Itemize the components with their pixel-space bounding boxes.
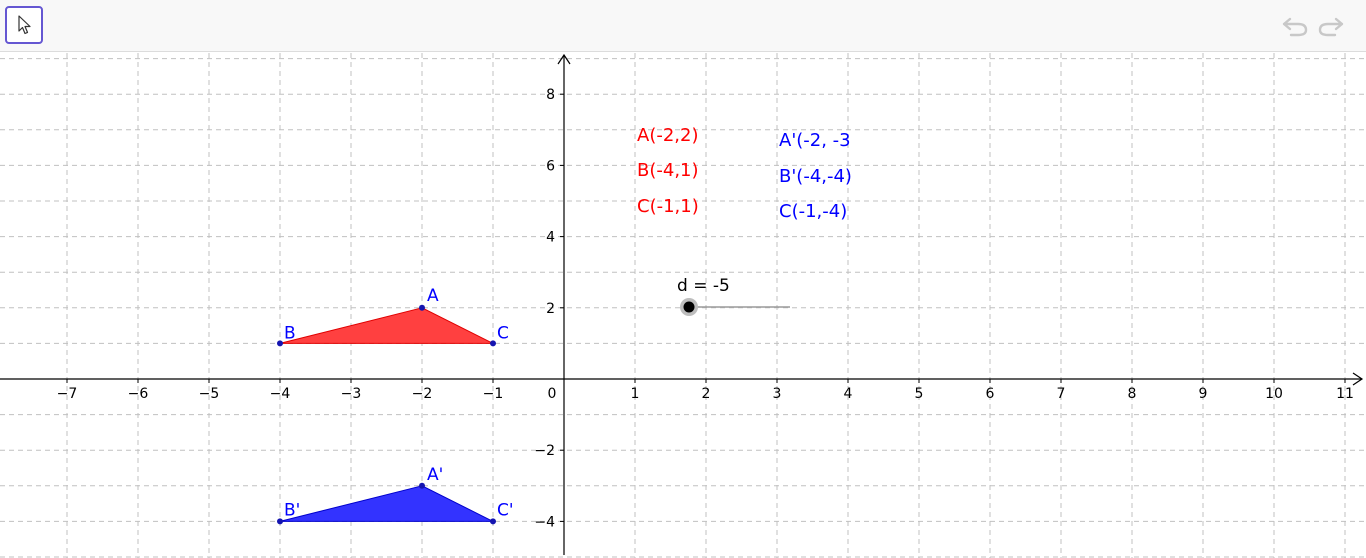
point-b-label: B	[284, 323, 296, 343]
point-c-prime[interactable]	[490, 518, 496, 525]
x-tick-label: 9	[1199, 386, 1208, 402]
axes	[0, 53, 1364, 555]
x-axis-arrow	[1352, 372, 1364, 386]
slider-label: d = -5	[677, 276, 730, 296]
text-a-original[interactable]: A(-2,2)	[637, 125, 698, 146]
move-tool-button[interactable]	[5, 6, 43, 44]
text-a-image[interactable]: A'(-2, -3	[779, 130, 851, 151]
redo-button[interactable]	[1317, 14, 1345, 38]
triangle-abc-image[interactable]	[279, 485, 494, 522]
x-tick-label: −3	[341, 386, 362, 402]
point-c-label: C	[497, 323, 509, 343]
point-b-prime[interactable]	[277, 518, 283, 525]
point-b-prime-label: B'	[284, 500, 300, 520]
x-tick-label: 0	[548, 386, 557, 402]
slider-d: d = -5	[677, 276, 790, 316]
y-tick-label: 4	[546, 230, 555, 246]
x-tick-label: −7	[57, 386, 78, 402]
x-tick-label: 11	[1336, 386, 1354, 402]
point-a-prime[interactable]	[419, 482, 425, 489]
point-c[interactable]	[490, 340, 496, 347]
y-tick-label: 6	[546, 158, 555, 174]
x-tick-label: −1	[483, 386, 504, 402]
redo-icon	[1318, 17, 1344, 37]
y-tick-label: 8	[546, 87, 555, 103]
undo-icon	[1282, 17, 1308, 37]
x-tick-label: −4	[270, 386, 291, 402]
point-c-prime-label: C'	[497, 500, 514, 520]
x-tick-label: 10	[1265, 386, 1283, 402]
slider-handle[interactable]	[683, 301, 695, 313]
x-tick-label: 4	[844, 386, 853, 402]
move-arrow-icon	[18, 15, 31, 35]
point-a-prime-label: A'	[427, 465, 443, 485]
points	[277, 304, 496, 525]
x-tick-label: 5	[915, 386, 924, 402]
tick-labels: −7 −6 −5 −4 −3 −2 −1 0 1 2 3 4 5 6 7 8 9 10 11 2 4 6 8 −2 −4	[57, 87, 1354, 530]
y-tick-label: −2	[534, 443, 555, 459]
text-b-image[interactable]: B'(-4,-4)	[779, 166, 852, 187]
toolbar	[0, 0, 1366, 52]
x-tick-label: 6	[986, 386, 995, 402]
text-b-original[interactable]: B(-4,1)	[637, 160, 699, 181]
x-tick-label: −2	[412, 386, 433, 402]
y-tick-label: −4	[534, 514, 555, 530]
x-tick-label: 8	[1128, 386, 1137, 402]
undo-button[interactable]	[1281, 14, 1309, 38]
x-tick-label: −6	[128, 386, 149, 402]
text-c-original[interactable]: C(-1,1)	[637, 196, 699, 217]
y-tick-label: 2	[546, 301, 555, 317]
text-c-image[interactable]: C(-1,-4)	[779, 201, 847, 222]
point-a-label: A	[427, 286, 439, 306]
grid	[0, 53, 1366, 558]
triangle-abc[interactable]	[279, 307, 494, 344]
x-tick-label: 3	[773, 386, 782, 402]
y-axis-arrow	[557, 53, 571, 65]
point-b[interactable]	[277, 340, 283, 347]
x-tick-label: 2	[702, 386, 711, 402]
x-tick-label: 7	[1057, 386, 1066, 402]
point-a[interactable]	[419, 304, 425, 311]
x-tick-label: 1	[631, 386, 640, 402]
graphics-view[interactable]: −7 −6 −5 −4 −3 −2 −1 0 1 2 3 4 5 6 7 8 9 10 11 2 4 6 8 −2 −4 A B…	[0, 53, 1366, 558]
x-tick-label: −5	[199, 386, 220, 402]
